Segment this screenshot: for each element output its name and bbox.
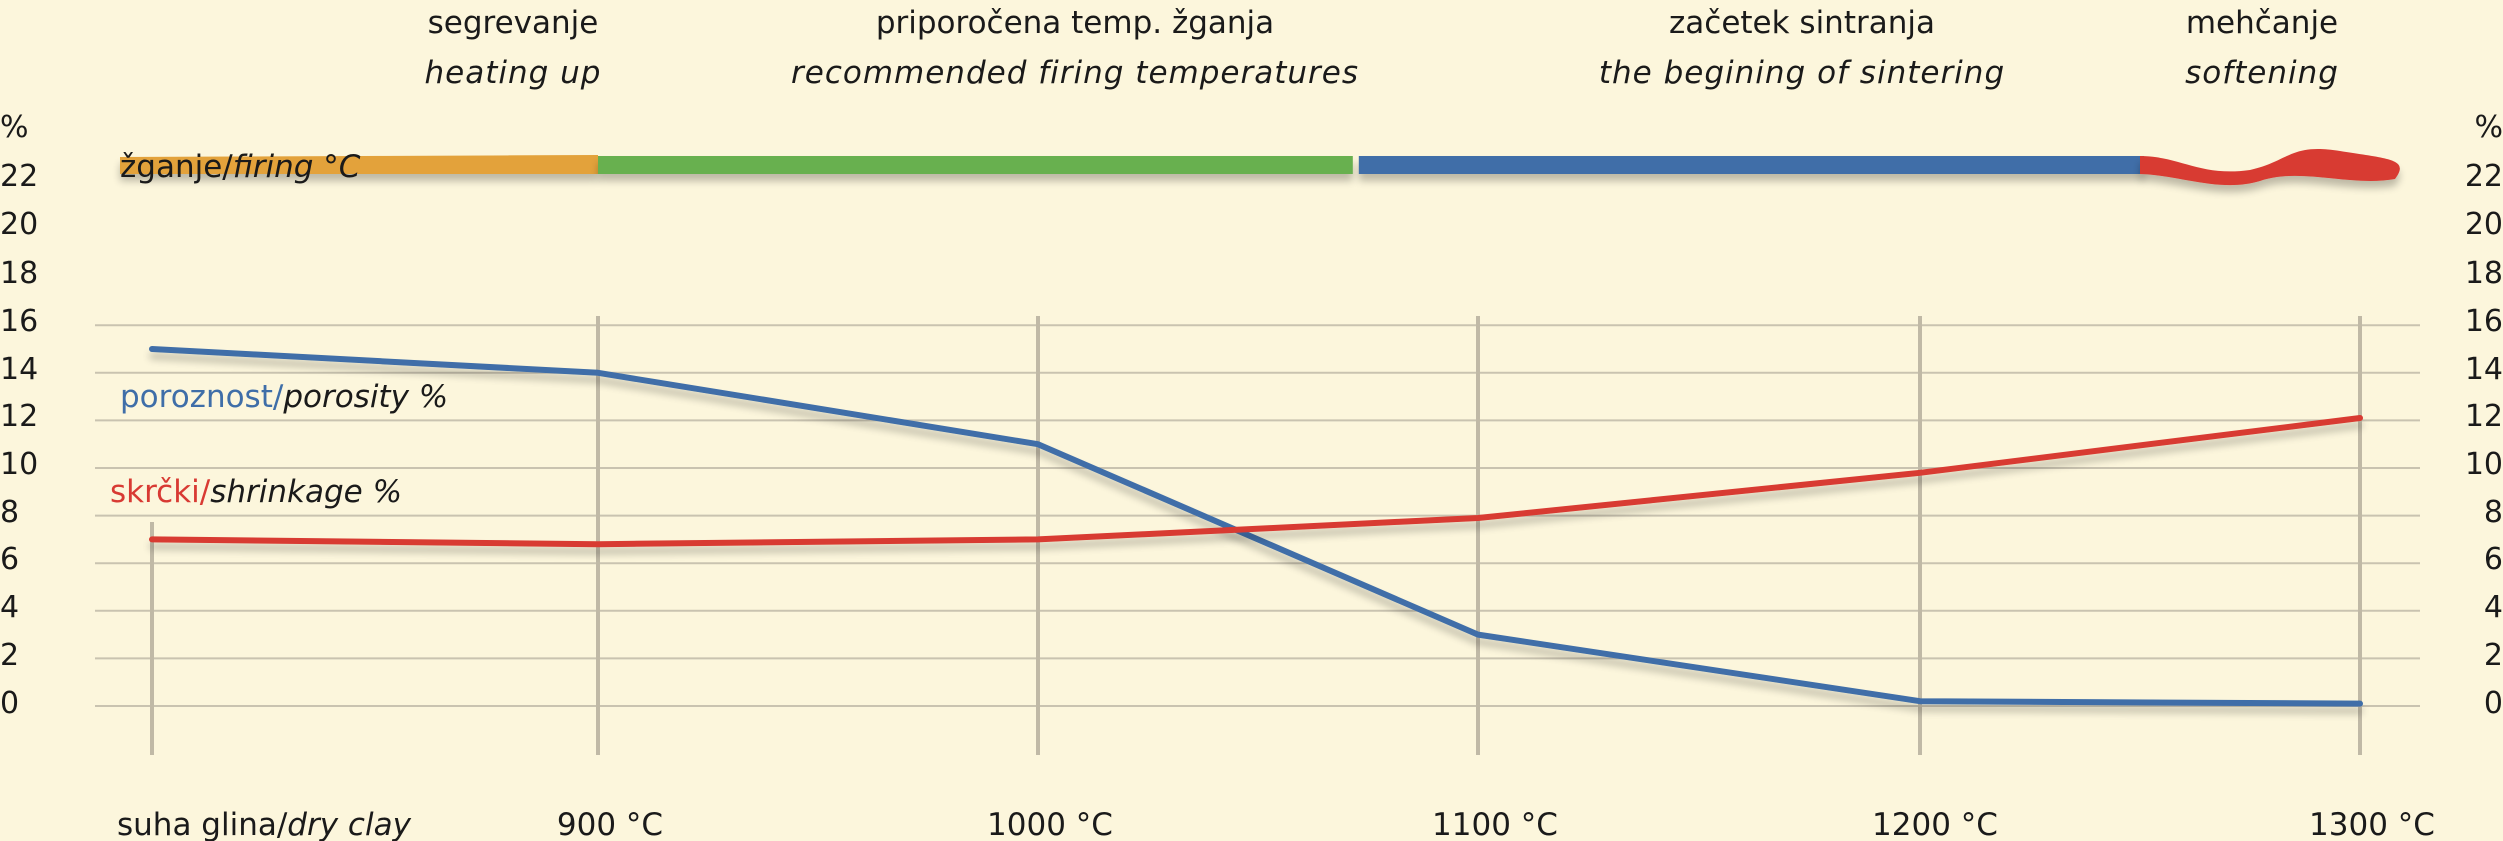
series-line-0: [149, 346, 2363, 707]
series-line-1: [149, 415, 2363, 548]
y-tick-left: 16: [0, 304, 38, 339]
y-tick-right: 12: [2465, 399, 2503, 434]
y-tick-right: 22: [2465, 159, 2503, 194]
x-tick-label: suha glina/dry clay: [117, 807, 412, 841]
y-tick-left: 18: [0, 256, 38, 291]
y-tick-left: 12: [0, 399, 38, 434]
phase-header-en: recommended firing temperatures: [791, 55, 1359, 91]
phase-header: priporočena temp. žganja: [876, 5, 1274, 41]
y-tick-right: 20: [2465, 207, 2503, 242]
y-tick-left: 4: [0, 590, 19, 625]
phase-header-en: softening: [2185, 55, 2339, 91]
phase-header: začetek sintranja: [1669, 5, 1935, 41]
firing-label: žganje/firing °C: [120, 149, 361, 185]
y-tick-left: 0: [0, 686, 19, 721]
y-tick-right: 18: [2465, 256, 2503, 291]
y-tick-right: 2: [2484, 638, 2503, 673]
y-tick-right: 6: [2484, 542, 2503, 577]
y-tick-right: 10: [2465, 447, 2503, 482]
y-tick-left: 14: [0, 352, 38, 387]
phase-segment-1: [598, 156, 1353, 174]
phase-header-en: the begining of sintering: [1599, 55, 2005, 91]
x-tick-label: 1300 °C: [2309, 807, 2435, 841]
x-axis-labels: suha glina/dry clay 900 °C 1000 °C 1100 °C 1…: [117, 807, 2435, 841]
x-tick-label: 1000 °C: [987, 807, 1113, 841]
y-tick-left: 22: [0, 159, 38, 194]
x-tick-label: 900 °C: [557, 807, 663, 841]
phase-segment-softening: [2140, 149, 2400, 186]
y-tick-right: %: [2474, 110, 2503, 145]
phase-headers: segrevanje heating up priporočena temp. žg…: [425, 5, 2339, 91]
phase-segment-heating: [120, 155, 598, 174]
vertical-guides: [150, 316, 2362, 755]
y-tick-left: %: [0, 110, 29, 145]
y-tick-left: 20: [0, 207, 38, 242]
series-labels: poroznost/porosity % skrčki/shrinkage %: [110, 379, 448, 510]
phase-segment-2: [1358, 156, 2144, 174]
y-tick-left: 10: [0, 447, 38, 482]
phase-header: mehčanje: [2186, 5, 2338, 41]
grid: [95, 324, 2420, 707]
y-tick-right: 16: [2465, 304, 2503, 339]
x-tick-label: 1200 °C: [1872, 807, 1998, 841]
y-tick-left: 6: [0, 542, 19, 577]
series-label-0: poroznost/porosity %: [120, 379, 448, 415]
series-label-1: skrčki/shrinkage %: [110, 474, 402, 510]
phase-header: segrevanje: [428, 5, 599, 41]
series-lines: [149, 346, 2363, 707]
y-tick-left: 8: [0, 495, 19, 530]
y-tick-right: 8: [2484, 495, 2503, 530]
phase-header-en: heating up: [425, 55, 602, 91]
y-tick-left: 2: [0, 638, 19, 673]
y-tick-right: 0: [2484, 686, 2503, 721]
firing-phase-bar: [120, 149, 2400, 186]
y-tick-right: 4: [2484, 590, 2503, 625]
y-tick-right: 14: [2465, 352, 2503, 387]
x-tick-label: 1100 °C: [1432, 807, 1558, 841]
